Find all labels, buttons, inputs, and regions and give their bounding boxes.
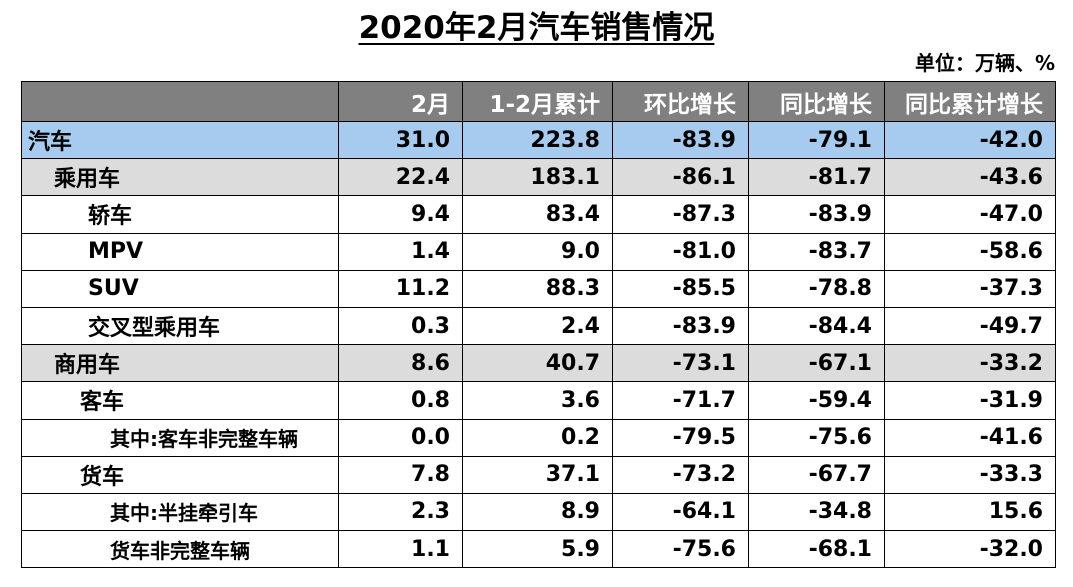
row-label: 货车 [21, 455, 339, 494]
chart-title: 2020年2月汽车销售情况 [358, 10, 715, 46]
value-cell: -42.0 [884, 120, 1056, 160]
value-cell: 0.0 [338, 418, 463, 457]
value-cell: 2.3 [338, 492, 463, 532]
value-cell: -71.7 [612, 381, 749, 420]
value-cell: -33.3 [884, 455, 1056, 494]
value-cell: 7.8 [338, 455, 463, 494]
value-cell: 0.2 [462, 418, 613, 457]
header-cell-5: 同比累计增长 [884, 81, 1056, 122]
row-label: 货车非完整车辆 [21, 530, 339, 569]
value-cell: -75.6 [612, 530, 749, 569]
header-cell-1: 2月 [338, 81, 463, 122]
table-row: 汽车 31.0 223.8 -83.9 -79.1 -42.0 [21, 120, 1056, 160]
row-label: SUV [21, 269, 339, 308]
value-cell: -58.6 [884, 232, 1056, 271]
value-cell: -31.9 [884, 381, 1056, 420]
row-label: 客车 [21, 381, 339, 420]
value-cell: 9.4 [338, 195, 463, 234]
value-cell: -85.5 [612, 269, 749, 308]
header-cell-4: 同比增长 [748, 81, 885, 122]
header-cell-0 [21, 81, 339, 122]
row-label: 乘用车 [21, 158, 339, 197]
value-cell: -67.1 [748, 344, 885, 383]
row-label: 汽车 [21, 120, 339, 160]
header-row: 2月 1-2月累计 环比增长 同比增长 同比累计增长 [21, 81, 1056, 122]
header-cell-2: 1-2月累计 [462, 81, 613, 122]
value-cell: 11.2 [338, 269, 463, 308]
table-row: 其中:半挂牵引车 2.3 8.9 -64.1 -34.8 15.6 [21, 492, 1056, 532]
table-row: 轿车 9.4 83.4 -87.3 -83.9 -47.0 [21, 195, 1056, 234]
value-cell: -81.0 [612, 232, 749, 271]
value-cell: -59.4 [748, 381, 885, 420]
value-cell: -86.1 [612, 158, 749, 197]
value-cell: 1.4 [338, 232, 463, 271]
value-cell: 0.3 [338, 306, 463, 346]
value-cell: 3.6 [462, 381, 613, 420]
value-cell: -49.7 [884, 306, 1056, 346]
value-cell: -68.1 [748, 530, 885, 569]
value-cell: 88.3 [462, 269, 613, 308]
value-cell: -83.9 [612, 306, 749, 346]
value-cell: -73.2 [612, 455, 749, 494]
value-cell: -83.9 [612, 120, 749, 160]
value-cell: -47.0 [884, 195, 1056, 234]
value-cell: -43.6 [884, 158, 1056, 197]
value-cell: 1.1 [338, 530, 463, 569]
row-label: 交叉型乘用车 [21, 306, 339, 346]
value-cell: -83.9 [748, 195, 885, 234]
unit-note: 单位：万辆、% [914, 51, 1055, 75]
table-row: 交叉型乘用车 0.3 2.4 -83.9 -84.4 -49.7 [21, 306, 1056, 346]
table-row: 商用车 8.6 40.7 -73.1 -67.1 -33.2 [21, 344, 1056, 383]
value-cell: -73.1 [612, 344, 749, 383]
value-cell: 40.7 [462, 344, 613, 383]
header-cell-3: 环比增长 [612, 81, 749, 122]
table-row: 货车 7.8 37.1 -73.2 -67.7 -33.3 [21, 455, 1056, 494]
row-label: 轿车 [21, 195, 339, 234]
sales-table: 2月 1-2月累计 环比增长 同比增长 同比累计增长 汽车 31.0 223.8 -8… [21, 81, 1056, 569]
value-cell: -34.8 [748, 492, 885, 532]
table-row: 客车 0.8 3.6 -71.7 -59.4 -31.9 [21, 381, 1056, 420]
value-cell: -64.1 [612, 492, 749, 532]
value-cell: -84.4 [748, 306, 885, 346]
value-cell: -87.3 [612, 195, 749, 234]
value-cell: 83.4 [462, 195, 613, 234]
value-cell: 31.0 [338, 120, 463, 160]
value-cell: -81.7 [748, 158, 885, 197]
value-cell: -33.2 [884, 344, 1056, 383]
row-label: 商用车 [21, 344, 339, 383]
value-cell: -41.6 [884, 418, 1056, 457]
value-cell: 15.6 [884, 492, 1056, 532]
row-label: 其中:半挂牵引车 [21, 492, 339, 532]
table-body: 汽车 31.0 223.8 -83.9 -79.1 -42.0 乘用车 22.4 183.1 -8… [21, 120, 1056, 569]
value-cell: -75.6 [748, 418, 885, 457]
table-row: SUV 11.2 88.3 -85.5 -78.8 -37.3 [21, 269, 1056, 308]
value-cell: -79.1 [748, 120, 885, 160]
value-cell: -83.7 [748, 232, 885, 271]
value-cell: 8.6 [338, 344, 463, 383]
value-cell: 5.9 [462, 530, 613, 569]
value-cell: 22.4 [338, 158, 463, 197]
table-row: 其中:客车非完整车辆 0.0 0.2 -79.5 -75.6 -41.6 [21, 418, 1056, 457]
value-cell: -37.3 [884, 269, 1056, 308]
value-cell: 223.8 [462, 120, 613, 160]
value-cell: 9.0 [462, 232, 613, 271]
row-label: 其中:客车非完整车辆 [21, 418, 339, 457]
value-cell: -79.5 [612, 418, 749, 457]
value-cell: 2.4 [462, 306, 613, 346]
value-cell: -67.7 [748, 455, 885, 494]
value-cell: 183.1 [462, 158, 613, 197]
row-label: MPV [21, 232, 339, 271]
table-row: 乘用车 22.4 183.1 -86.1 -81.7 -43.6 [21, 158, 1056, 197]
value-cell: 8.9 [462, 492, 613, 532]
table-row: MPV 1.4 9.0 -81.0 -83.7 -58.6 [21, 232, 1056, 271]
value-cell: -32.0 [884, 530, 1056, 569]
value-cell: 0.8 [338, 381, 463, 420]
value-cell: 37.1 [462, 455, 613, 494]
table-row: 货车非完整车辆 1.1 5.9 -75.6 -68.1 -32.0 [21, 530, 1056, 569]
value-cell: -78.8 [748, 269, 885, 308]
